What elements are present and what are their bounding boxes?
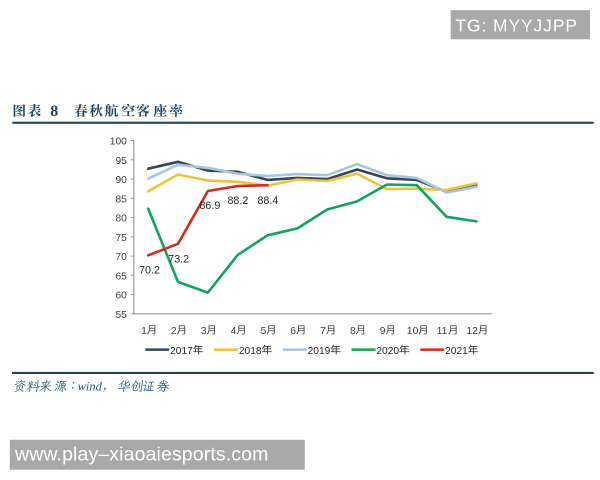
svg-text:11: 11	[437, 326, 448, 337]
svg-text:88.4: 88.4	[257, 195, 278, 207]
svg-text:80: 80	[115, 214, 127, 225]
svg-text:1: 1	[141, 326, 147, 337]
svg-text:4: 4	[231, 326, 237, 337]
svg-text:5: 5	[261, 326, 267, 337]
svg-text:88.2: 88.2	[227, 195, 248, 207]
svg-text:2018: 2018	[239, 346, 262, 357]
svg-text:10: 10	[407, 326, 419, 337]
svg-text:65: 65	[115, 271, 127, 282]
svg-text:73.2: 73.2	[168, 253, 189, 265]
svg-text:wind: wind	[78, 380, 103, 394]
svg-text:6: 6	[290, 326, 296, 337]
svg-text:12: 12	[466, 326, 478, 337]
svg-text:75: 75	[115, 233, 127, 244]
svg-text:70: 70	[115, 252, 127, 263]
svg-text:2: 2	[171, 326, 177, 337]
svg-text:8: 8	[50, 103, 58, 120]
svg-text:3: 3	[201, 326, 207, 337]
svg-text:9: 9	[380, 326, 386, 337]
svg-text:85: 85	[115, 194, 127, 205]
svg-text:2020: 2020	[376, 346, 399, 357]
svg-text:2021: 2021	[445, 346, 468, 357]
svg-text:2017: 2017	[170, 346, 193, 357]
svg-text:2019: 2019	[308, 346, 331, 357]
svg-text:100: 100	[110, 137, 127, 148]
svg-text:90: 90	[115, 175, 127, 186]
svg-text:70.2: 70.2	[139, 265, 160, 277]
svg-text:www.play–xiaoaiesports.com: www.play–xiaoaiesports.com	[14, 444, 268, 466]
svg-text:8: 8	[350, 326, 356, 337]
svg-text:95: 95	[115, 156, 127, 167]
svg-text:86.9: 86.9	[199, 200, 220, 212]
svg-text:TG: MYYJJPP: TG: MYYJJPP	[455, 16, 578, 36]
svg-text:7: 7	[320, 326, 326, 337]
svg-text:60: 60	[115, 291, 127, 302]
svg-text:55: 55	[115, 310, 127, 321]
